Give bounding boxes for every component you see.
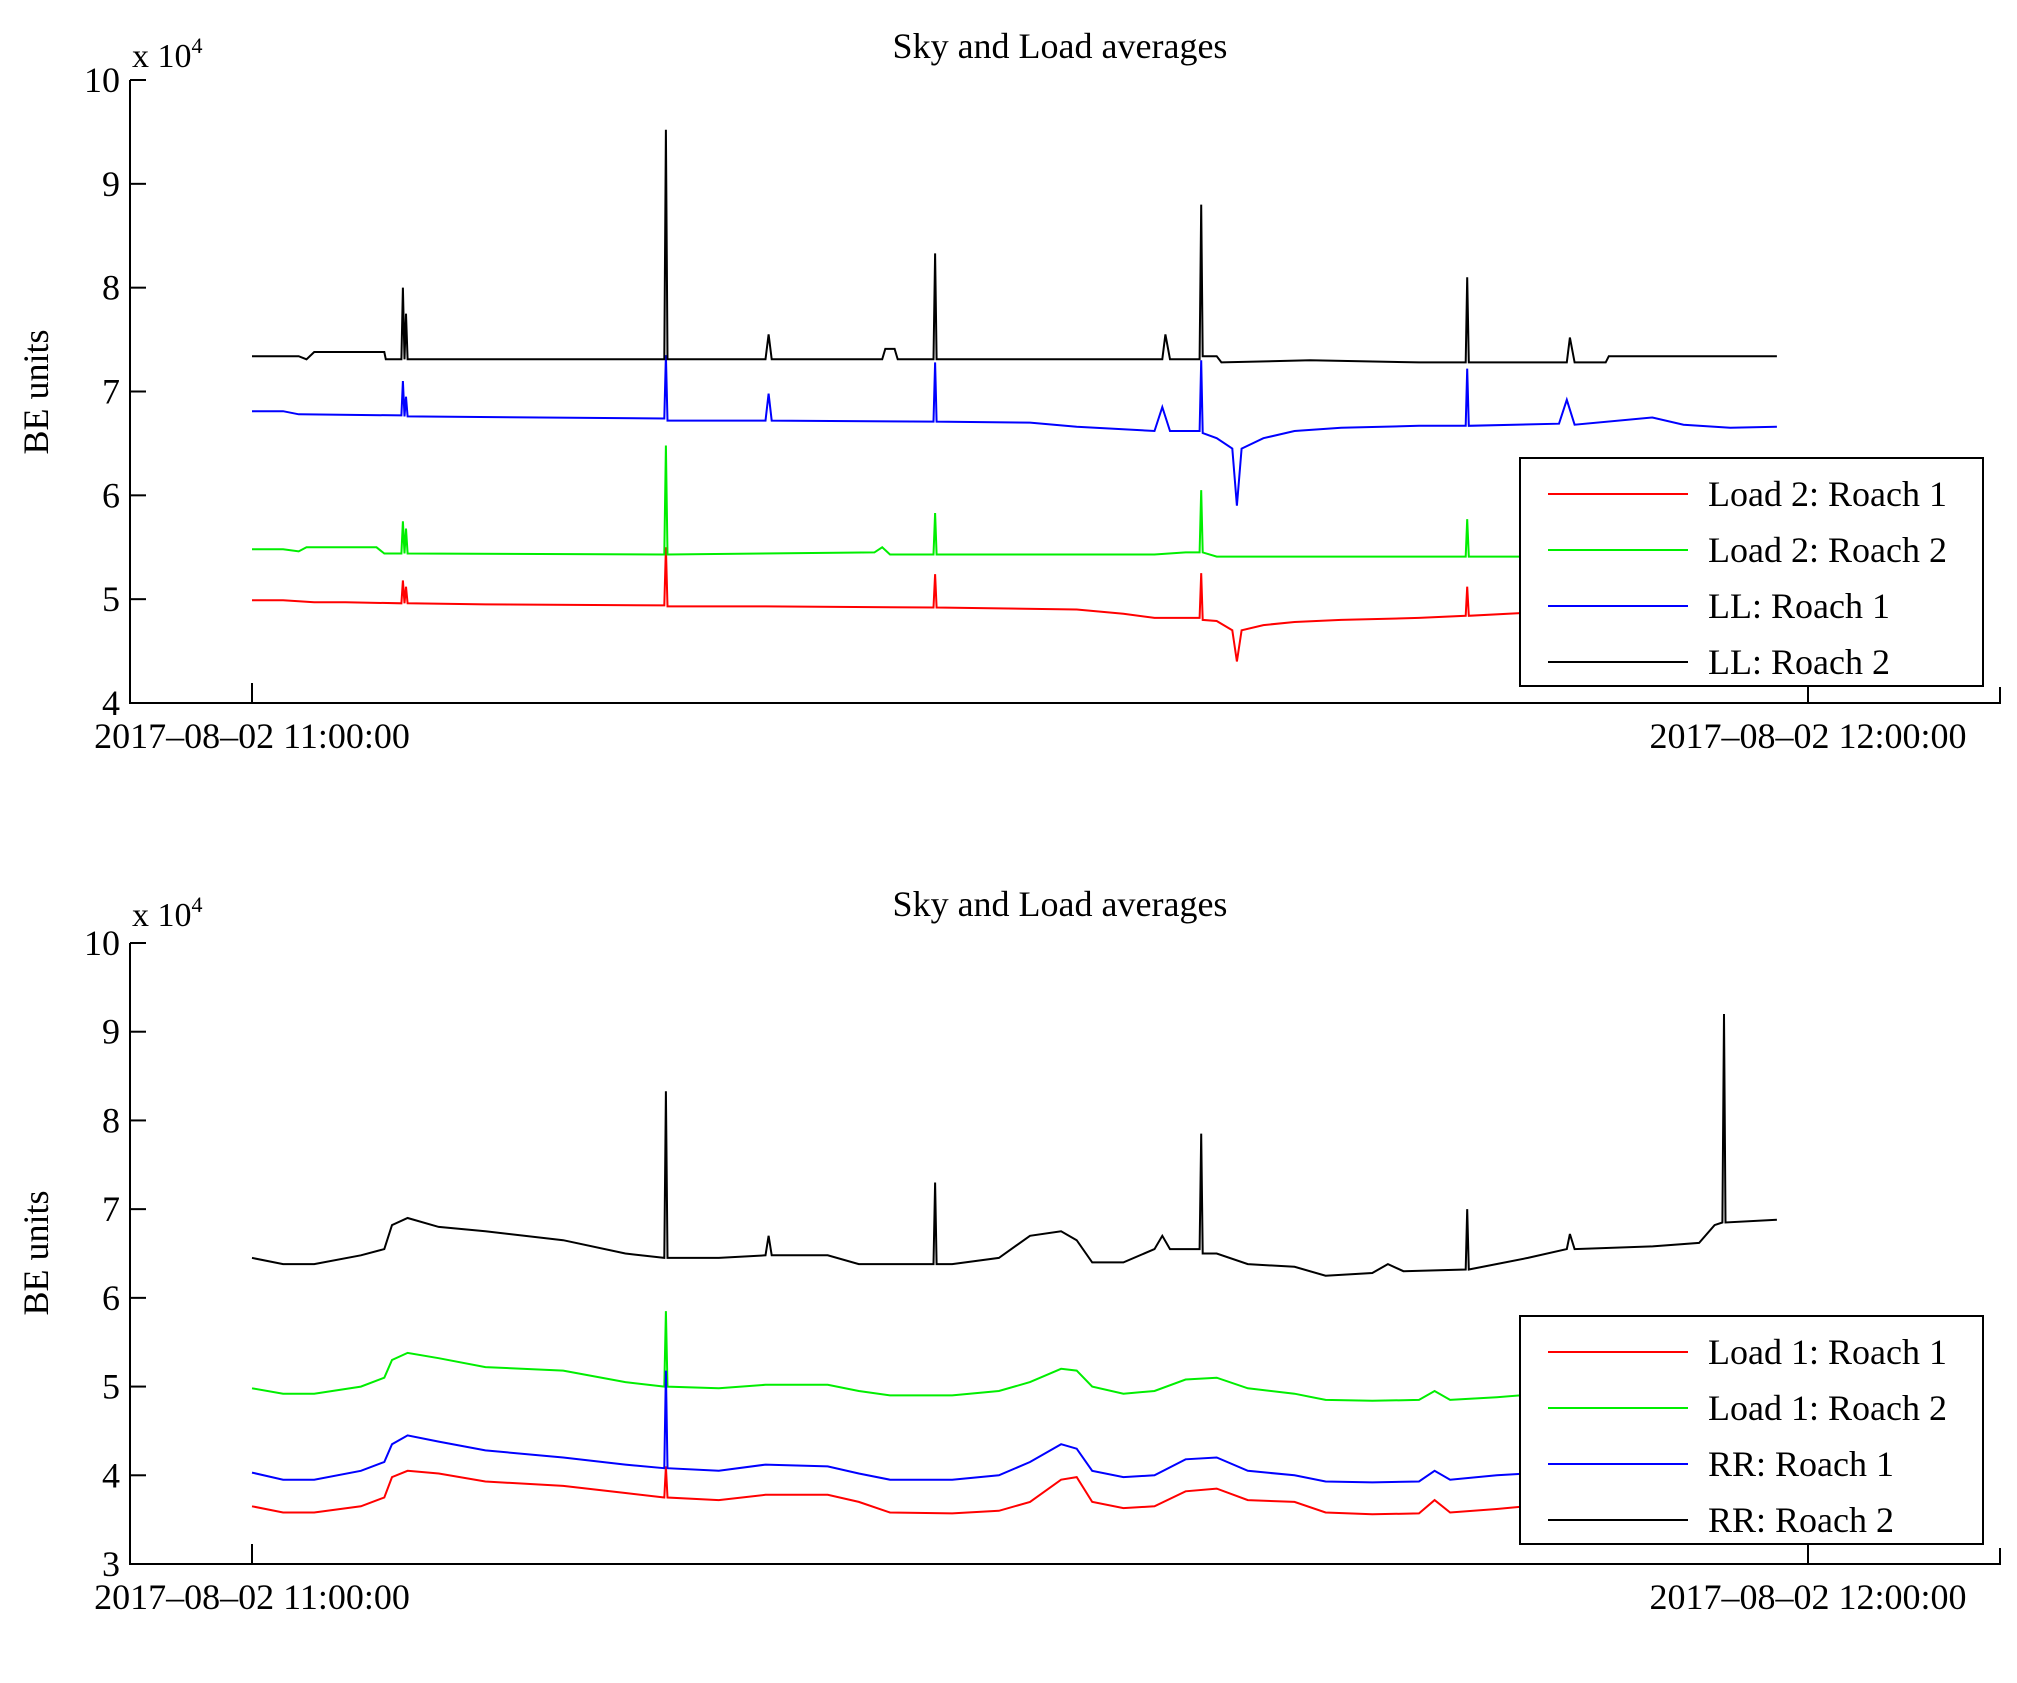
- legend-label: Load 2: Roach 2: [1708, 530, 1947, 570]
- legend-label: LL: Roach 1: [1708, 586, 1890, 626]
- chart-panel-top: Sky and Load averages x 104 BE units 4 5 6…: [16, 26, 2001, 756]
- x-tick-label: 2017–08–02 11:00:00: [94, 1577, 410, 1617]
- y-tick-label: 4: [102, 683, 120, 723]
- y-tick-label: 8: [102, 1100, 120, 1140]
- y-axis-label: BE units: [16, 329, 56, 454]
- series-line: [252, 445, 1536, 558]
- legend-label: LL: Roach 2: [1708, 642, 1890, 682]
- chart-panel-bottom: Sky and Load averages x 104 BE units 3 4 5…: [16, 884, 2001, 1617]
- series-line: [252, 355, 1777, 506]
- y-tick-label: 9: [102, 1012, 120, 1052]
- series-line: [251, 1013, 1777, 1277]
- axes: [129, 943, 2001, 1565]
- y-tick-label: 3: [102, 1544, 120, 1584]
- y-tick-label: 4: [102, 1455, 120, 1495]
- y-tick-label: 7: [102, 1189, 120, 1229]
- plot-area: 3 4 5 6 7 8 9 10 2017–08–02 11:00:00 2017–08–02 1…: [84, 923, 2001, 1617]
- series-line: [252, 547, 1537, 662]
- series-line: [251, 1370, 1575, 1484]
- y-tick-label: 5: [102, 1367, 120, 1407]
- y-tick-label: 8: [102, 268, 120, 308]
- series-line: [251, 1466, 1575, 1516]
- x-tick-label: 2017–08–02 11:00:00: [94, 716, 410, 756]
- legend-label: Load 2: Roach 1: [1708, 474, 1947, 514]
- y-tick-label: 10: [84, 60, 120, 100]
- y-tick-label: 7: [102, 372, 120, 412]
- x-tick-label: 2017–08–02 12:00:00: [1649, 716, 1966, 756]
- chart-title: Sky and Load averages: [893, 26, 1228, 66]
- plot-area: 4 5 6 7 8 9 10 2017–08–02 11:00:00 2017–08–02 12…: [84, 60, 2001, 756]
- y-tick-label: 10: [84, 923, 120, 963]
- legend: Load 1: Roach 1 Load 1: Roach 2 RR: Roach …: [1519, 1315, 1984, 1545]
- y-axis-label: BE units: [16, 1190, 56, 1315]
- legend-label: RR: Roach 2: [1708, 1500, 1894, 1540]
- chart-title: Sky and Load averages: [893, 884, 1228, 924]
- y-tick-label: 5: [102, 579, 120, 619]
- y-tick-label: 6: [102, 475, 120, 515]
- y-multiplier: x 104: [132, 892, 203, 934]
- x-tick-label: 2017–08–02 12:00:00: [1649, 1577, 1966, 1617]
- y-tick-label: 6: [102, 1278, 120, 1318]
- legend-label: Load 1: Roach 1: [1708, 1332, 1947, 1372]
- series-line: [252, 129, 1777, 364]
- legend-label: Load 1: Roach 2: [1708, 1388, 1947, 1428]
- legend-label: RR: Roach 1: [1708, 1444, 1894, 1484]
- series-line: [251, 1311, 1575, 1402]
- y-multiplier: x 104: [132, 33, 203, 75]
- legend: Load 2: Roach 1 Load 2: Roach 2 LL: Roach …: [1519, 457, 1984, 687]
- y-tick-label: 9: [102, 164, 120, 204]
